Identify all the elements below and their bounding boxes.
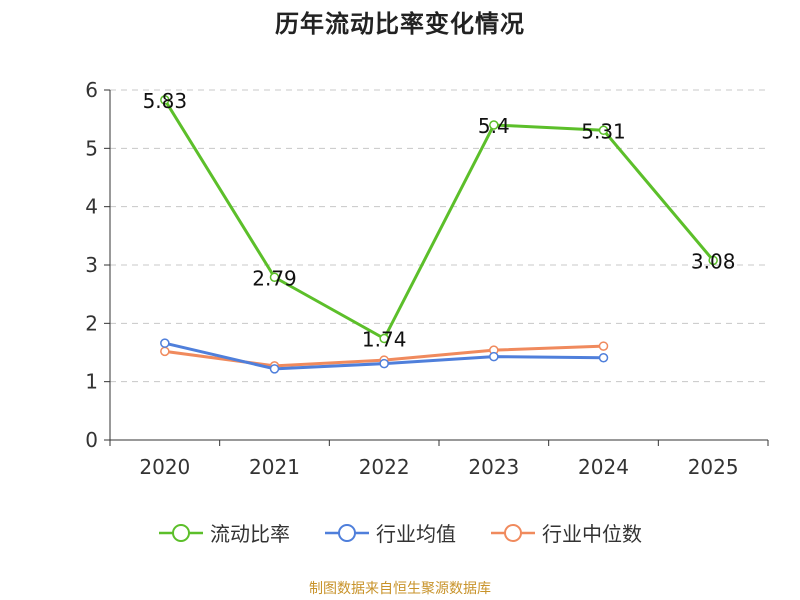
legend-item[interactable]: 行业均值: [324, 518, 456, 547]
y-tick-label: 6: [85, 78, 98, 102]
data-point: [598, 125, 609, 135]
legend: 流动比率 行业均值 行业中位数: [0, 518, 800, 547]
legend-item[interactable]: 行业中位数: [490, 518, 642, 547]
data-label: 5.4: [478, 114, 510, 138]
y-tick-label: 4: [85, 195, 98, 219]
data-point: [269, 364, 280, 374]
y-tick-label: 5: [85, 136, 98, 160]
x-tick-label: 2024: [578, 455, 629, 479]
data-point: [160, 346, 170, 357]
legend-marker-icon: [491, 523, 535, 542]
series-1: [160, 338, 609, 374]
data-point: [708, 255, 718, 266]
y-tick-label: 1: [85, 370, 98, 394]
data-label: 5.31: [581, 119, 626, 143]
data-labels: 5.83 2.79 1.74 5.4 5.31 3.08: [143, 89, 736, 352]
legend-label: 流动比率: [210, 522, 290, 546]
data-label: 1.74: [362, 328, 407, 352]
source-note: 制图数据来自恒生聚源数据库: [309, 581, 491, 597]
x-tick-label: 2021: [249, 455, 300, 479]
data-label: 3.08: [691, 249, 736, 273]
y-tick-label: 3: [85, 253, 98, 277]
data-point: [379, 358, 389, 369]
data-label: 2.79: [252, 266, 297, 290]
data-point: [598, 353, 609, 363]
x-tick-label: 2022: [359, 455, 410, 479]
legend-label: 行业中位数: [542, 522, 642, 546]
x-tick-label: 2023: [468, 455, 519, 479]
legend-marker-icon: [325, 523, 369, 542]
data-point: [269, 272, 280, 282]
series: [160, 95, 718, 374]
data-label: 5.83: [143, 89, 188, 113]
chart-title: 历年流动比率变化情况: [275, 10, 525, 38]
legend-item[interactable]: 流动比率: [158, 518, 290, 547]
data-point: [160, 95, 170, 105]
data-point: [598, 341, 609, 351]
series-line: [163, 99, 715, 340]
gridlines: [110, 89, 768, 383]
y-tick-label: 2: [85, 311, 98, 335]
data-point: [379, 333, 389, 344]
x-tick-label: 2025: [688, 455, 739, 479]
data-point: [489, 120, 499, 130]
legend-marker-icon: [159, 523, 203, 542]
x-tick-label: 2020: [139, 455, 190, 479]
axes: 0 1 2 3 4 5 6 2020 2021 2022 2023 2024 2025: [85, 78, 769, 479]
series-0: [160, 95, 718, 344]
y-tick-label: 0: [85, 428, 98, 452]
data-point: [160, 338, 170, 348]
legend-label: 行业均值: [376, 522, 456, 546]
data-point: [489, 351, 499, 362]
